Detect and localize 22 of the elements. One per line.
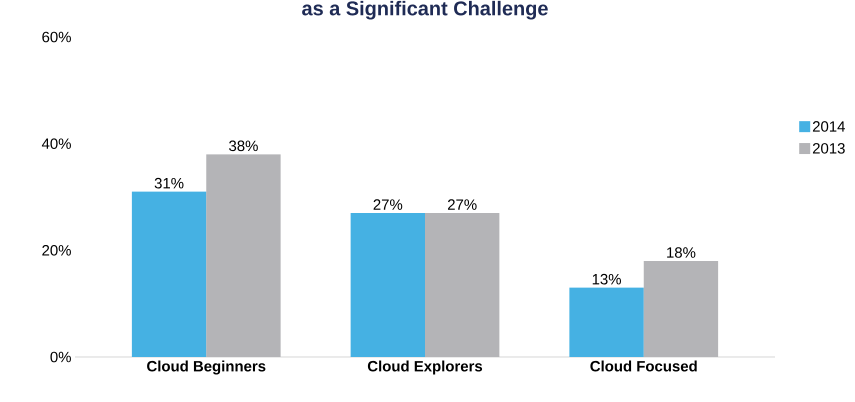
bar xyxy=(206,154,281,357)
y-tick-label: 40% xyxy=(42,138,71,149)
bar xyxy=(350,213,426,357)
y-tick-label: 0% xyxy=(50,352,71,362)
data-label: 38% xyxy=(229,140,258,152)
data-label: 18% xyxy=(667,247,696,258)
legend-label: 2013 xyxy=(812,143,845,154)
bar xyxy=(132,192,206,357)
y-tick-label: 20% xyxy=(42,245,71,256)
x-tick-label: Cloud Beginners xyxy=(147,360,266,375)
y-tick-label: 60% xyxy=(42,32,71,42)
x-tick-label: Cloud Focused xyxy=(590,360,697,372)
data-label: 13% xyxy=(592,274,621,284)
bar xyxy=(425,213,500,357)
data-label: 31% xyxy=(154,178,184,188)
data-label: 27% xyxy=(374,199,402,210)
legend-label: 2014 xyxy=(812,121,845,132)
chart-title: as a Significant Challenge xyxy=(302,0,548,20)
x-tick-label: Cloud Explorers xyxy=(368,360,482,374)
bar xyxy=(644,261,718,357)
data-label: 27% xyxy=(448,199,477,210)
bar xyxy=(569,288,644,357)
